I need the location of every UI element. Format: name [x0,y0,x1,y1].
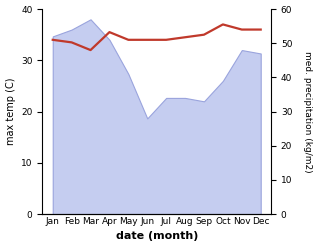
X-axis label: date (month): date (month) [115,231,198,242]
Y-axis label: med. precipitation (kg/m2): med. precipitation (kg/m2) [303,51,313,172]
Y-axis label: max temp (C): max temp (C) [5,78,16,145]
